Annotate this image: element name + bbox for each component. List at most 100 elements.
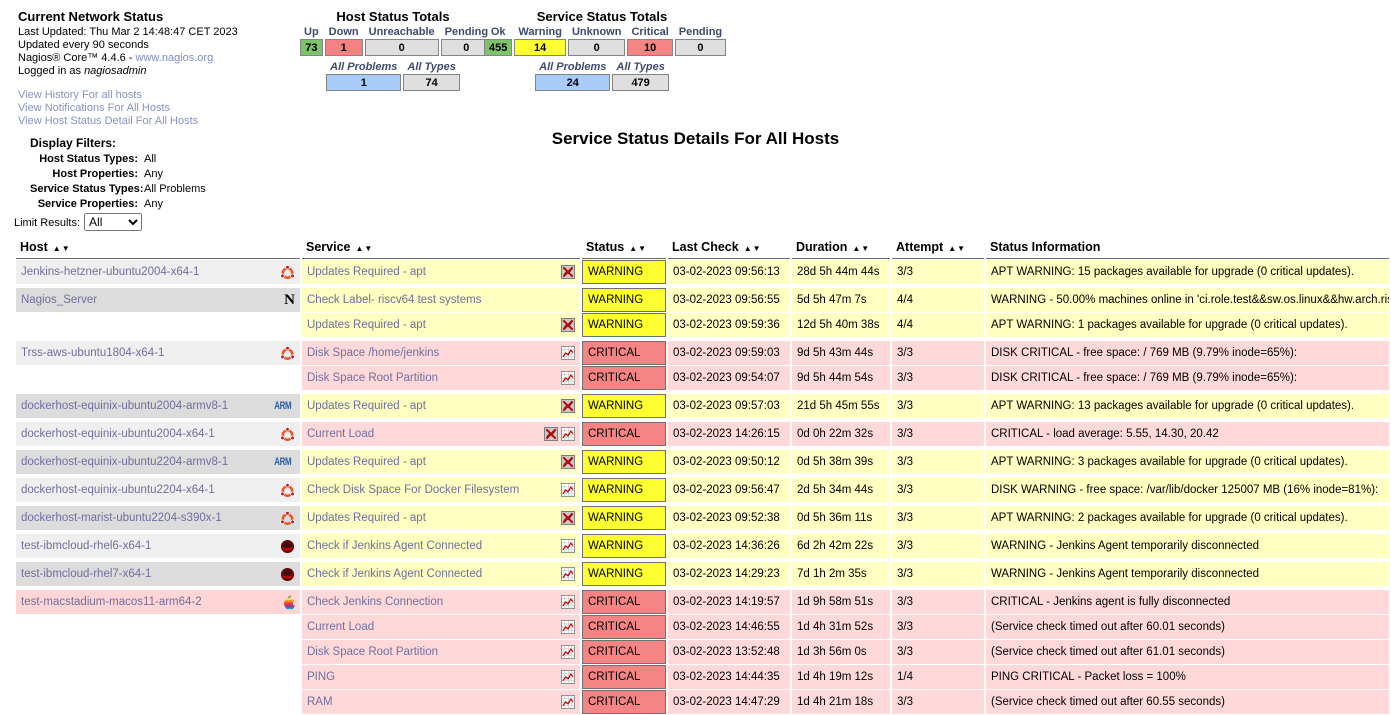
col-header-last-check: Last Check ▲▼ (668, 237, 790, 259)
host-link[interactable]: Nagios_Server (21, 294, 98, 306)
last-check-cell: 03-02-2023 14:46:55 (668, 615, 790, 639)
network-status-title: Current Network Status (18, 9, 164, 24)
nagios-org-link[interactable]: www.nagios.org (135, 52, 214, 64)
service-cell: RAM (302, 690, 580, 714)
service-total-count-critical[interactable]: 10 (627, 39, 673, 56)
performance-graph-icon[interactable] (561, 346, 575, 360)
view-notifications-link[interactable]: View Notifications For All Hosts (18, 102, 171, 114)
status-information-cell: APT WARNING: 15 packages available for u… (986, 260, 1389, 284)
host-link[interactable]: dockerhost-equinix-ubuntu2204-armv8-1 (21, 456, 229, 468)
host-link[interactable]: dockerhost-equinix-ubuntu2204-x64-1 (21, 484, 215, 496)
service-link[interactable]: Updates Required - apt (307, 512, 426, 524)
service-link[interactable]: Current Load (307, 428, 375, 440)
performance-graph-icon[interactable] (561, 567, 575, 581)
duration-cell: 7d 1h 2m 35s (792, 562, 890, 586)
last-check-cell: 03-02-2023 09:50:12 (668, 450, 790, 474)
service-link[interactable]: Check if Jenkins Agent Connected (307, 540, 483, 552)
host-group-gap (16, 447, 1389, 449)
table-row: RAM CRITICAL 03-02-2023 14:47:29 1d 4h 21m … (16, 690, 1389, 714)
performance-graph-icon[interactable] (561, 695, 575, 709)
host-total-count-unreachable[interactable]: 0 (364, 39, 439, 56)
host-total-count-up[interactable]: 73 (300, 39, 323, 56)
status-information-cell: (Service check timed out after 60.55 sec… (986, 690, 1389, 714)
last-check-cell: 03-02-2023 14:29:23 (668, 562, 790, 586)
service-link[interactable]: Check Label- riscv64 test systems (307, 294, 482, 306)
service-link[interactable]: Check Disk Space For Docker Filesystem (307, 484, 520, 496)
performance-graph-icon[interactable] (561, 595, 575, 609)
status-badge: CRITICAL (582, 615, 666, 639)
service-totals-title: Service Status Totals (536, 9, 668, 24)
service-summary-count-all-types[interactable]: 479 (612, 74, 669, 91)
duration-cell: 28d 5h 44m 44s (792, 260, 890, 284)
host-link[interactable]: dockerhost-marist-ubuntu2204-s390x-1 (21, 512, 222, 524)
service-link[interactable]: Check if Jenkins Agent Connected (307, 568, 483, 580)
performance-graph-icon[interactable] (561, 539, 575, 553)
sort-arrows-last-check[interactable]: ▲▼ (743, 244, 762, 253)
service-link[interactable]: Disk Space Root Partition (307, 646, 439, 658)
status-badge: WARNING (582, 506, 666, 530)
col-header-status-information: Status Information (986, 237, 1389, 259)
ubuntu-icon (280, 264, 295, 280)
table-row: Nagios_Server N Check Label- riscv64 test … (16, 288, 1389, 312)
performance-graph-icon[interactable] (561, 427, 575, 441)
service-status-totals: Service Status Totals Ok Warning Unknown Cr… (482, 9, 727, 92)
service-link[interactable]: Current Load (307, 621, 375, 633)
limit-results-select[interactable]: All (84, 213, 143, 231)
service-total-count-unknown[interactable]: 0 (567, 39, 626, 56)
sort-arrows-host[interactable]: ▲▼ (52, 244, 71, 253)
service-link[interactable]: Updates Required - apt (307, 456, 426, 468)
table-row: test-ibmcloud-rhel7-x64-1 Check if Jenkin… (16, 562, 1389, 586)
sort-arrows-service[interactable]: ▲▼ (355, 244, 374, 253)
service-link[interactable]: PING (307, 671, 336, 683)
service-total-count-ok[interactable]: 455 (484, 39, 513, 56)
host-link[interactable]: Trss-aws-ubuntu1804-x64-1 (21, 347, 165, 359)
status-badge: WARNING (582, 450, 666, 474)
host-group-gap (16, 475, 1389, 477)
service-summary-count-all-problems[interactable]: 24 (535, 74, 611, 91)
service-link[interactable]: Updates Required - apt (307, 400, 426, 412)
host-link[interactable]: dockerhost-equinix-ubuntu2004-armv8-1 (21, 400, 229, 412)
service-total-count-warning[interactable]: 14 (514, 39, 566, 56)
performance-graph-icon[interactable] (561, 371, 575, 385)
service-link[interactable]: Disk Space Root Partition (307, 372, 439, 384)
duration-cell: 9d 5h 43m 44s (792, 341, 890, 365)
host-summary-count-all-types[interactable]: 74 (403, 74, 460, 91)
host-link[interactable]: Jenkins-hetzner-ubuntu2004-x64-1 (21, 266, 200, 278)
version-text: Nagios® Core™ 4.4.6 - www.nagios.org (18, 52, 238, 65)
host-status-totals: Host Status Totals Up Down Unreachable Pend… (298, 9, 493, 92)
host-link[interactable]: dockerhost-equinix-ubuntu2004-x64-1 (21, 428, 215, 440)
col-header-status: Status ▲▼ (582, 237, 666, 259)
status-information-cell: CRITICAL - Jenkins agent is fully discon… (986, 590, 1389, 614)
performance-graph-icon[interactable] (561, 620, 575, 634)
sort-arrows-status[interactable]: ▲▼ (629, 244, 648, 253)
host-link[interactable]: test-macstadium-macos11-arm64-2 (21, 596, 202, 608)
attempt-cell: 4/4 (892, 313, 984, 337)
view-history-link[interactable]: View History For all hosts (18, 89, 142, 101)
status-badge: WARNING (582, 562, 666, 586)
host-total-count-down[interactable]: 1 (324, 39, 363, 56)
service-cell: Disk Space Root Partition (302, 640, 580, 664)
sort-arrows-duration[interactable]: ▲▼ (852, 244, 871, 253)
service-total-count-pending[interactable]: 0 (674, 39, 727, 56)
service-link[interactable]: Updates Required - apt (307, 319, 426, 331)
performance-graph-icon[interactable] (561, 670, 575, 684)
service-link[interactable]: Check Jenkins Connection (307, 596, 444, 608)
performance-graph-icon[interactable] (561, 645, 575, 659)
status-information-cell: DISK CRITICAL - free space: / 769 MB (9.… (986, 366, 1389, 390)
host-cell (16, 615, 300, 639)
attempt-cell: 3/3 (892, 422, 984, 446)
service-link[interactable]: RAM (307, 696, 333, 708)
host-link[interactable]: test-ibmcloud-rhel6-x64-1 (21, 540, 152, 552)
host-total-count-pending[interactable]: 0 (440, 39, 493, 56)
service-total-label-warning: Warning (518, 26, 562, 38)
service-link[interactable]: Disk Space /home/jenkins (307, 347, 440, 359)
view-host-status-link[interactable]: View Host Status Detail For All Hosts (18, 115, 199, 127)
service-cell: Current Load (302, 422, 580, 446)
performance-graph-icon[interactable] (561, 483, 575, 497)
host-link[interactable]: test-ibmcloud-rhel7-x64-1 (21, 568, 152, 580)
status-badge: WARNING (582, 288, 666, 312)
host-summary-count-all-problems[interactable]: 1 (326, 74, 402, 91)
sort-arrows-attempt[interactable]: ▲▼ (948, 244, 967, 253)
duration-cell: 1d 9h 58m 51s (792, 590, 890, 614)
service-link[interactable]: Updates Required - apt (307, 266, 426, 278)
